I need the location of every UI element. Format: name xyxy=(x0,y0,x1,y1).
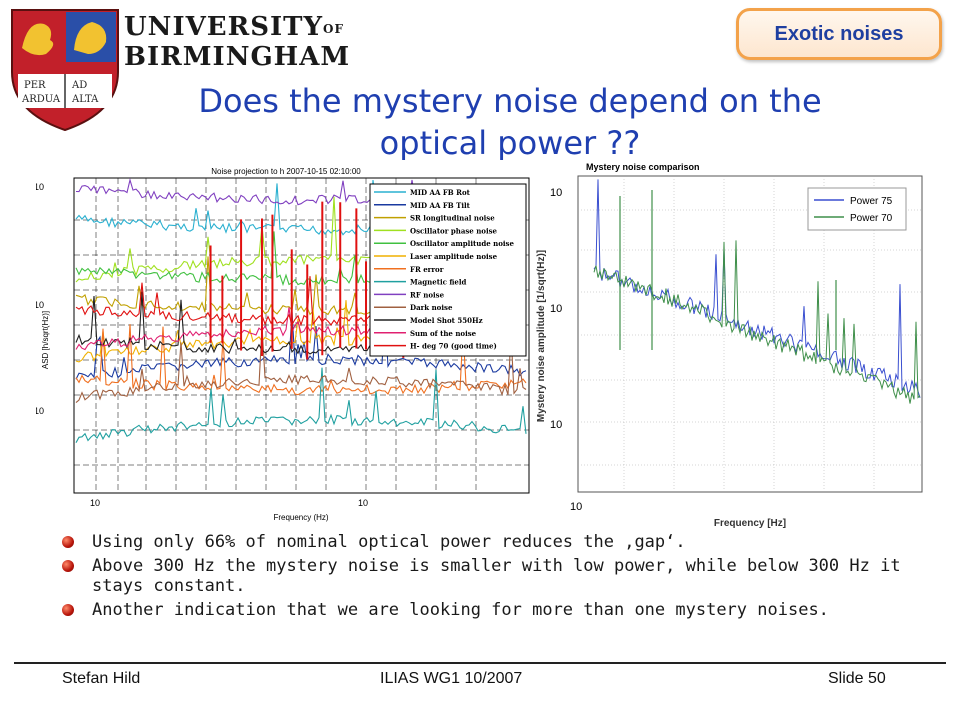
svg-text:ARDUA: ARDUA xyxy=(21,94,61,105)
footer-event: ILIAS WG1 10/2007 xyxy=(380,670,523,687)
left-legend-label: Laser amplitude noise xyxy=(410,252,498,261)
university-line2: BIRMINGHAM xyxy=(124,42,351,72)
left-legend-label: MID AA FB Tilt xyxy=(410,201,471,210)
bullet-text: Using only 66% of nominal optical power … xyxy=(92,532,686,552)
university-line1: UNIVERSITY xyxy=(124,12,324,42)
left-legend-label: Model Shot 550Hz xyxy=(410,316,483,325)
left-ytick-1: 10 xyxy=(36,182,44,192)
right-legend-label: Power 75 xyxy=(850,196,893,207)
bullet-item: Using only 66% of nominal optical power … xyxy=(62,532,912,552)
left-legend-label: Dark noise xyxy=(410,303,453,312)
left-xtick-2: 10 xyxy=(358,498,368,508)
noise-projection-chart: Noise projection to h 2007-10-15 02:10:0… xyxy=(36,160,534,524)
bullet-list: Using only 66% of nominal optical power … xyxy=(62,532,912,624)
left-legend-label: RF noise xyxy=(410,290,445,299)
left-legend-label: MID AA FB Rot xyxy=(410,188,471,197)
crest-icon: PER AD ARDUA ALTA xyxy=(11,9,119,132)
mystery-noise-comparison-chart: Mystery noise comparison 10 10 10 10 Fre… xyxy=(534,160,928,530)
university-name: UNIVERSITYOF BIRMINGHAM xyxy=(124,12,350,72)
bullet-dot-icon xyxy=(62,536,74,548)
right-ytick-1: 10 xyxy=(550,187,562,199)
bullet-text: Another indication that we are looking f… xyxy=(92,600,829,620)
university-logo: PER AD ARDUA ALTA xyxy=(10,8,310,132)
bullet-text: Above 300 Hz the mystery noise is smalle… xyxy=(92,556,901,596)
left-chart-title: Noise projection to h 2007-10-15 02:10:0… xyxy=(211,167,361,176)
left-series-line xyxy=(75,326,527,404)
right-curves xyxy=(593,179,921,404)
svg-text:PER: PER xyxy=(24,80,46,91)
left-ytick-3: 10 xyxy=(36,406,44,416)
right-series-line xyxy=(593,179,921,399)
right-xtick-1: 10 xyxy=(570,501,582,513)
right-legend-label: Power 70 xyxy=(850,213,893,224)
section-badge: Exotic noises xyxy=(736,8,942,60)
left-legend-label: Magnetic field xyxy=(410,278,467,287)
footer-author: Stefan Hild xyxy=(62,670,141,687)
left-ylabel: ASD [h/sqrt(Hz)] xyxy=(41,311,50,369)
left-series-line xyxy=(75,324,527,396)
left-legend-label: H- deg 70 (good time) xyxy=(410,342,497,351)
left-series-line xyxy=(75,311,527,380)
bullet-item: Another indication that we are looking f… xyxy=(62,600,912,620)
right-chart-title: Mystery noise comparison xyxy=(586,162,700,172)
left-legend-label: Oscillator phase noise xyxy=(410,226,498,235)
left-xtick-1: 10 xyxy=(90,498,100,508)
bullet-dot-icon xyxy=(62,560,74,572)
right-xlabel: Frequency [Hz] xyxy=(714,518,786,529)
left-legend-label: Sum of the noise xyxy=(410,329,477,338)
left-legend-label: Oscillator amplitude noise xyxy=(410,239,514,248)
slide-title: Does the mystery noise depend on the opt… xyxy=(198,82,822,162)
left-series-line xyxy=(75,367,527,443)
left-legend-label: SR longitudinal noise xyxy=(410,214,495,223)
right-legend: Power 75 Power 70 xyxy=(807,187,907,231)
footer-slide-number: Slide 50 xyxy=(828,670,886,687)
right-ytick-2: 10 xyxy=(550,303,562,315)
footer-divider xyxy=(14,662,946,664)
left-legend: MID AA FB Rot MID AA FB Tilt SR longitudin… xyxy=(369,183,527,357)
right-ylabel: Mystery noise amplitude [1/sqrt(Hz)] xyxy=(536,250,547,422)
svg-text:AD: AD xyxy=(71,80,87,91)
bullet-dot-icon xyxy=(62,604,74,616)
university-of: OF xyxy=(323,22,345,36)
right-series-line xyxy=(593,240,921,404)
svg-text:ALTA: ALTA xyxy=(71,94,99,105)
left-xlabel: Frequency (Hz) xyxy=(273,513,328,522)
bullet-item: Above 300 Hz the mystery noise is smalle… xyxy=(62,556,912,596)
left-legend-label: FR error xyxy=(410,265,444,274)
right-ytick-3: 10 xyxy=(550,419,562,431)
left-ytick-2: 10 xyxy=(36,300,44,310)
